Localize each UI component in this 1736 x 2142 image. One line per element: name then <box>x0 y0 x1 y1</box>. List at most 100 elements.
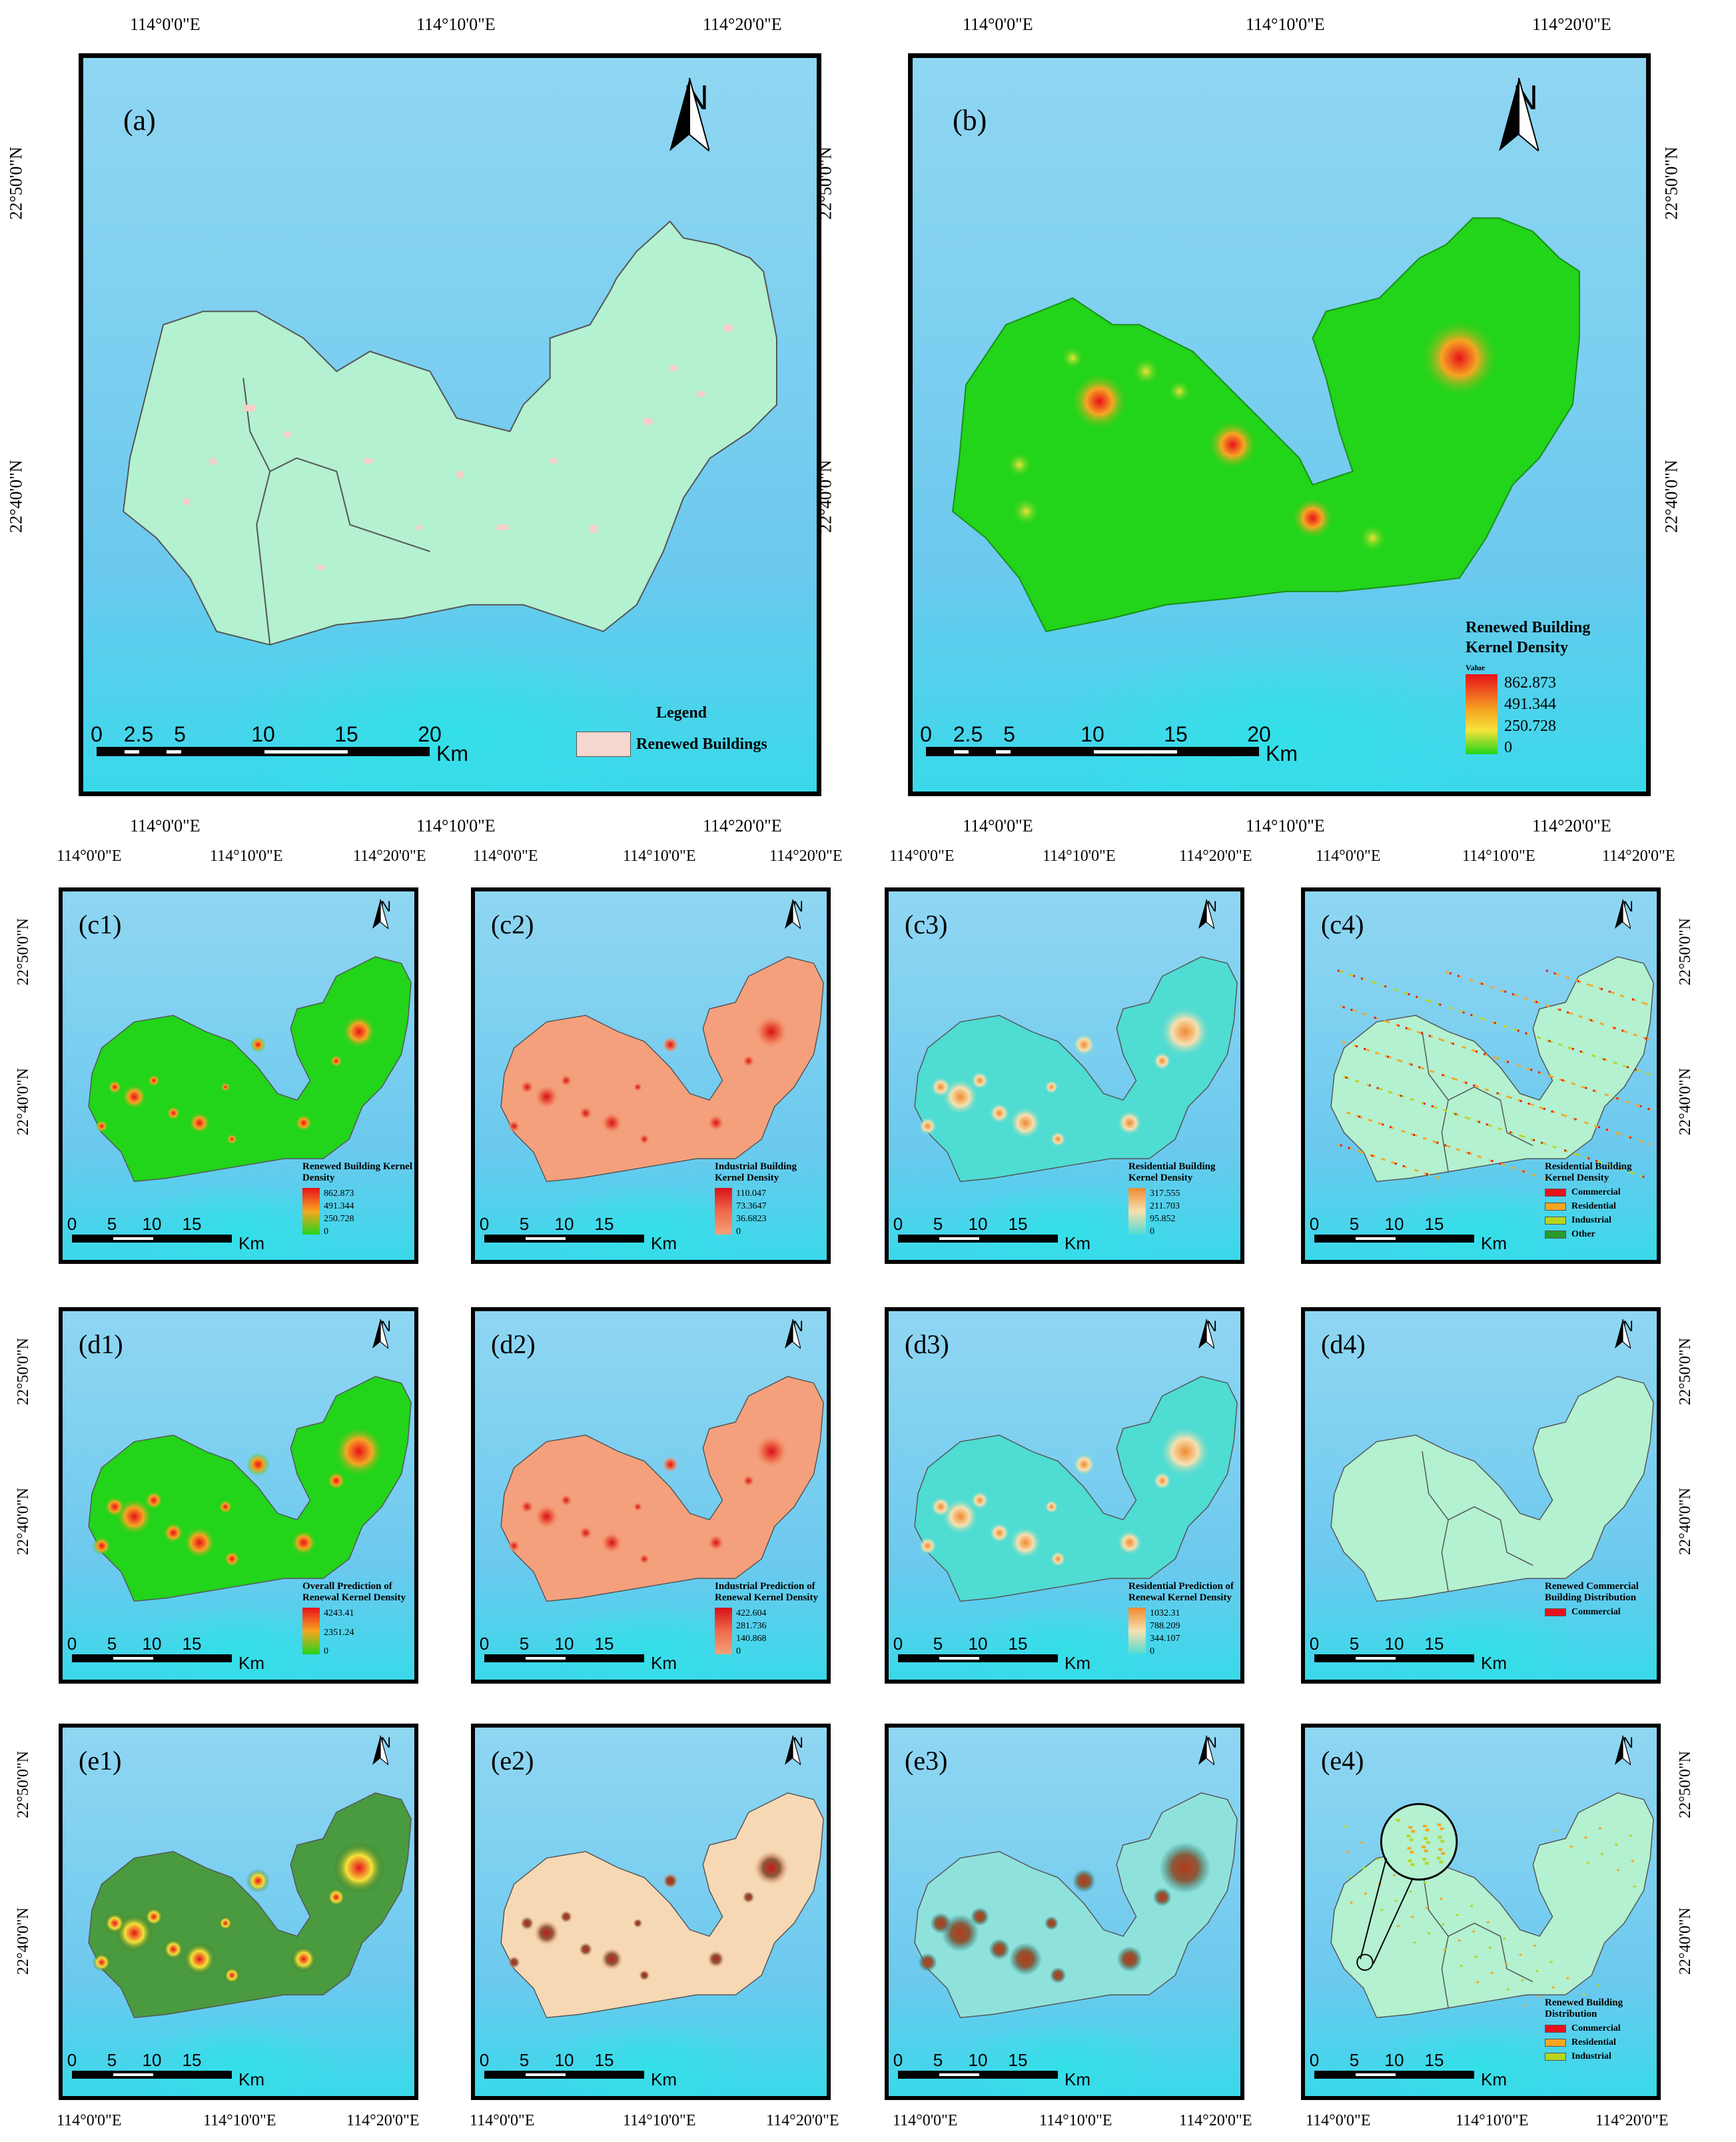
north-arrow-icon <box>1198 1735 1214 1766</box>
building-patch <box>1385 1055 1388 1057</box>
legend-item: Industrial <box>1571 2051 1611 2061</box>
density-hotspot <box>1159 1005 1211 1058</box>
scale-bar: 0 5 10 15 Km <box>480 1214 684 1253</box>
scale-tick: 10 <box>554 1634 574 1654</box>
density-hotspot <box>707 1534 725 1552</box>
legend-item: Residential <box>1571 2037 1616 2047</box>
building-patch <box>1577 1154 1580 1157</box>
district-region <box>1330 1376 1654 1602</box>
building-patch <box>1531 1138 1533 1141</box>
panel-c1: (c1) N 0 5 10 15 Km Renewed Building Kernel Den… <box>59 887 418 1264</box>
building-patch <box>1393 1874 1396 1877</box>
building-patch <box>1448 1145 1451 1148</box>
building-patch <box>1545 969 1548 972</box>
building-patch <box>1444 1948 1447 1951</box>
building-patch <box>1500 989 1503 991</box>
density-hotspot <box>218 1500 233 1514</box>
legend-value: 491.344 <box>324 1201 354 1211</box>
building-patch <box>1396 989 1398 991</box>
building-patch <box>1557 1008 1559 1011</box>
panel-label: (c1) <box>79 909 122 939</box>
building-patch <box>1426 1173 1428 1175</box>
building-patch <box>1515 1029 1518 1031</box>
building-patch <box>1414 1169 1417 1171</box>
building-patch <box>1396 1059 1399 1061</box>
building-patch <box>1440 1039 1443 1041</box>
building-patch <box>1549 1075 1552 1077</box>
building-patch <box>1643 1002 1646 1005</box>
building-patch <box>1567 977 1569 979</box>
building-patch <box>1432 1071 1434 1073</box>
panel-d4: (d4) N 0 5 10 15 Km Renewed Commercial Building… <box>1301 1307 1661 1684</box>
building-patch <box>1493 1056 1496 1059</box>
building-patch <box>1523 2004 1526 2007</box>
density-hotspot <box>534 1084 560 1110</box>
building-patch <box>1420 1067 1422 1069</box>
lon-label: 114°0'0"E <box>57 847 122 865</box>
building-patch <box>1601 1023 1604 1025</box>
scale-tick: 5 <box>1003 722 1015 746</box>
scale-tick: 5 <box>519 1634 530 1654</box>
building-patch <box>1543 1107 1545 1110</box>
building-patch <box>1468 1117 1471 1120</box>
building-patch <box>1480 1156 1482 1159</box>
building-patch <box>1401 1130 1404 1133</box>
density-hotspot <box>742 1055 755 1067</box>
building-patch <box>1437 1003 1440 1005</box>
density-hotspot <box>1159 1842 1211 1894</box>
building-patch <box>1422 1102 1424 1105</box>
legend-swatch <box>576 732 631 757</box>
density-hotspot <box>930 1496 952 1518</box>
building-patch <box>1571 1082 1573 1085</box>
building-patch <box>1410 1098 1412 1101</box>
building-patch <box>1633 999 1636 1001</box>
north-arrow-icon <box>372 899 388 929</box>
building-patch <box>1402 1165 1405 1167</box>
building-patch <box>1455 1078 1458 1081</box>
panel-a: (a) N 0 2.5 5 10 15 20 Km Legend Renewed… <box>79 53 821 796</box>
scale-tick: 5 <box>1349 2050 1360 2070</box>
north-arrow-icon <box>785 1319 801 1349</box>
color-ramp <box>302 1608 320 1654</box>
building-patch <box>1553 1111 1555 1113</box>
north-arrow: N <box>372 1734 399 1766</box>
panel-label: (a) <box>123 104 156 137</box>
scale-tick: 5 <box>933 2050 943 2070</box>
building-patch <box>1390 1126 1392 1129</box>
density-hotspot <box>989 1938 1011 1960</box>
building-patch <box>1561 1113 1563 1116</box>
building-patch <box>1560 1044 1563 1047</box>
building-patch <box>1478 1155 1480 1158</box>
scale-tick: 10 <box>251 722 275 746</box>
building-patch <box>1552 1145 1555 1148</box>
legend: Legend Renewed Buildings <box>576 704 767 757</box>
building-patch <box>1427 1932 1430 1935</box>
building-patch <box>1599 1161 1601 1164</box>
building-patch <box>1402 1095 1404 1098</box>
building-patch <box>1350 1009 1353 1011</box>
district-region <box>500 1792 824 2019</box>
building-patch <box>1412 1099 1414 1101</box>
building-patch <box>1533 1944 1537 1947</box>
building-patch <box>1452 1112 1455 1115</box>
density-hotspot <box>290 1946 317 1972</box>
district-region <box>500 956 824 1183</box>
density-hotspot <box>639 1553 650 1565</box>
building-patch <box>1565 976 1568 979</box>
lon-label: 114°10'0"E <box>1246 15 1325 34</box>
density-hotspot <box>600 1111 623 1134</box>
north-arrow-icon <box>1615 1319 1631 1349</box>
building-patch <box>1373 1155 1376 1158</box>
building-patch <box>1383 1159 1386 1161</box>
building-patch <box>1591 985 1593 987</box>
building-patch <box>1348 1147 1350 1149</box>
map-canvas <box>500 1792 824 2019</box>
building-patch <box>1454 1113 1457 1115</box>
building-patch <box>1577 980 1579 983</box>
building-patch <box>1472 1930 1476 1933</box>
building-patch <box>1491 1160 1494 1163</box>
density-hotspot <box>166 1106 181 1121</box>
building-patch <box>1354 1045 1356 1047</box>
building-patch <box>1615 1844 1618 1846</box>
scale-tick: 10 <box>968 1634 988 1654</box>
